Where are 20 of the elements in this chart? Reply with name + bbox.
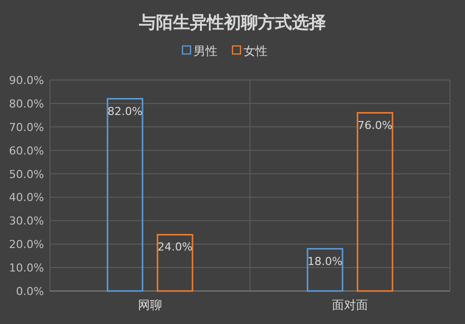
chart-title: 与陌生异性初聊方式选择 (138, 13, 326, 33)
bar (306, 248, 344, 292)
y-tick-label: 0.0% (16, 285, 44, 298)
y-tick-label: 10.0% (9, 262, 44, 275)
legend-label: 男性 (194, 44, 218, 58)
y-tick-label: 60.0% (9, 144, 44, 158)
y-tick-label: 50.0% (9, 168, 44, 181)
legend-label: 女性 (244, 44, 268, 58)
data-label: 18.0% (308, 254, 342, 268)
y-tick-label: 40.0% (9, 191, 44, 204)
y-tick-label: 20.0% (9, 238, 44, 252)
bar (106, 98, 144, 292)
y-tick-label: 80.0% (9, 97, 44, 110)
x-tick-label: 网聊 (138, 298, 162, 312)
y-tick-label: 30.0% (9, 214, 44, 228)
y-tick-label: 70.0% (9, 120, 44, 134)
bar (356, 112, 394, 292)
x-tick-label: 面对面 (332, 298, 368, 312)
data-label: 82.0% (108, 104, 142, 118)
y-tick-label: 90.0% (9, 74, 44, 87)
